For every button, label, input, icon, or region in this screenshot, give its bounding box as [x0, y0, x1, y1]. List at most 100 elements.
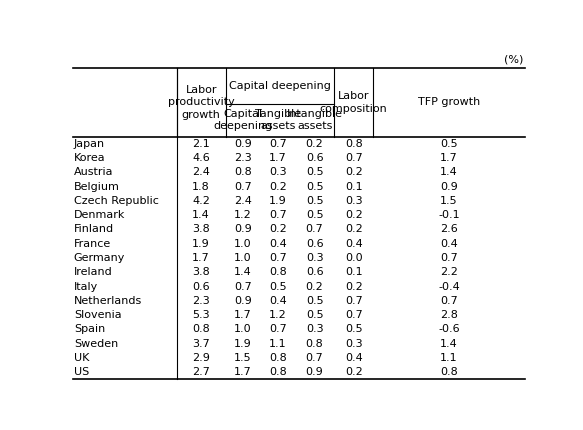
Text: 1.7: 1.7: [269, 153, 287, 163]
Text: 1.2: 1.2: [234, 210, 252, 220]
Text: 0.2: 0.2: [345, 224, 363, 234]
Text: 0.6: 0.6: [306, 267, 324, 277]
Text: Capital deepening: Capital deepening: [229, 81, 331, 91]
Text: 2.3: 2.3: [234, 153, 252, 163]
Text: 0.7: 0.7: [269, 139, 287, 149]
Text: 1.9: 1.9: [234, 339, 252, 349]
Text: Germany: Germany: [74, 253, 125, 263]
Text: Finland: Finland: [74, 224, 114, 234]
Text: 0.8: 0.8: [269, 353, 287, 363]
Text: Labor
composition: Labor composition: [320, 91, 388, 114]
Text: Labor
productivity
growth: Labor productivity growth: [168, 85, 234, 120]
Text: Denmark: Denmark: [74, 210, 125, 220]
Text: 0.3: 0.3: [345, 196, 363, 206]
Text: 0.5: 0.5: [306, 167, 324, 177]
Text: 0.2: 0.2: [269, 224, 287, 234]
Text: 1.4: 1.4: [234, 267, 252, 277]
Text: 0.7: 0.7: [305, 224, 324, 234]
Text: 0.8: 0.8: [269, 367, 287, 377]
Text: 2.3: 2.3: [192, 296, 210, 306]
Text: Intangible
assets: Intangible assets: [287, 109, 343, 132]
Text: 2.1: 2.1: [192, 139, 210, 149]
Text: Korea: Korea: [74, 153, 106, 163]
Text: 0.1: 0.1: [345, 181, 363, 192]
Text: 0.3: 0.3: [306, 324, 324, 335]
Text: -0.1: -0.1: [438, 210, 460, 220]
Text: Austria: Austria: [74, 167, 113, 177]
Text: TFP growth: TFP growth: [418, 97, 480, 108]
Text: 1.7: 1.7: [440, 153, 458, 163]
Text: Slovenia: Slovenia: [74, 310, 121, 320]
Text: 4.6: 4.6: [192, 153, 210, 163]
Text: 0.5: 0.5: [306, 181, 324, 192]
Text: 0.2: 0.2: [305, 282, 324, 292]
Text: 0.5: 0.5: [345, 324, 363, 335]
Text: 0.3: 0.3: [269, 167, 287, 177]
Text: 0.0: 0.0: [345, 253, 363, 263]
Text: 0.7: 0.7: [345, 310, 363, 320]
Text: 0.2: 0.2: [345, 367, 363, 377]
Text: 2.4: 2.4: [234, 196, 252, 206]
Text: Belgium: Belgium: [74, 181, 120, 192]
Text: 0.9: 0.9: [440, 181, 458, 192]
Text: 1.9: 1.9: [269, 196, 287, 206]
Text: 0.7: 0.7: [234, 282, 252, 292]
Text: 0.3: 0.3: [306, 253, 324, 263]
Text: 0.7: 0.7: [305, 353, 324, 363]
Text: Czech Republic: Czech Republic: [74, 196, 159, 206]
Text: 0.7: 0.7: [234, 181, 252, 192]
Text: 0.7: 0.7: [269, 324, 287, 335]
Text: 0.2: 0.2: [305, 139, 324, 149]
Text: 4.2: 4.2: [192, 196, 210, 206]
Text: 0.2: 0.2: [345, 167, 363, 177]
Text: 0.7: 0.7: [440, 296, 458, 306]
Text: 2.8: 2.8: [440, 310, 458, 320]
Text: 0.7: 0.7: [269, 210, 287, 220]
Text: 0.2: 0.2: [345, 210, 363, 220]
Text: 2.6: 2.6: [440, 224, 458, 234]
Text: 0.2: 0.2: [345, 282, 363, 292]
Text: 1.4: 1.4: [440, 167, 458, 177]
Text: 0.4: 0.4: [345, 353, 363, 363]
Text: Netherlands: Netherlands: [74, 296, 142, 306]
Text: 0.7: 0.7: [345, 153, 363, 163]
Text: 0.4: 0.4: [345, 239, 363, 249]
Text: 0.8: 0.8: [440, 367, 458, 377]
Text: 1.1: 1.1: [269, 339, 287, 349]
Text: Capital
deepening: Capital deepening: [213, 109, 273, 132]
Text: 1.0: 1.0: [234, 253, 252, 263]
Text: 1.7: 1.7: [192, 253, 210, 263]
Text: 0.4: 0.4: [269, 239, 287, 249]
Text: 0.9: 0.9: [234, 296, 252, 306]
Text: 1.5: 1.5: [234, 353, 252, 363]
Text: 0.9: 0.9: [234, 224, 252, 234]
Text: 0.8: 0.8: [234, 167, 252, 177]
Text: 1.9: 1.9: [192, 239, 210, 249]
Text: Ireland: Ireland: [74, 267, 113, 277]
Text: 0.7: 0.7: [269, 253, 287, 263]
Text: 1.0: 1.0: [234, 324, 252, 335]
Text: 0.8: 0.8: [269, 267, 287, 277]
Text: 0.5: 0.5: [306, 196, 324, 206]
Text: Spain: Spain: [74, 324, 105, 335]
Text: 2.2: 2.2: [440, 267, 458, 277]
Text: 0.8: 0.8: [305, 339, 324, 349]
Text: 0.8: 0.8: [345, 139, 363, 149]
Text: 0.7: 0.7: [345, 296, 363, 306]
Text: 3.7: 3.7: [192, 339, 210, 349]
Text: -0.6: -0.6: [438, 324, 460, 335]
Text: 1.0: 1.0: [234, 239, 252, 249]
Text: 0.6: 0.6: [306, 153, 324, 163]
Text: 1.2: 1.2: [269, 310, 287, 320]
Text: Tangible
assets: Tangible assets: [255, 109, 301, 132]
Text: 1.5: 1.5: [440, 196, 458, 206]
Text: 1.4: 1.4: [192, 210, 210, 220]
Text: 1.4: 1.4: [440, 339, 458, 349]
Text: UK: UK: [74, 353, 89, 363]
Text: 0.5: 0.5: [306, 310, 324, 320]
Text: Italy: Italy: [74, 282, 98, 292]
Text: 2.7: 2.7: [192, 367, 210, 377]
Text: 3.8: 3.8: [192, 267, 210, 277]
Text: 0.4: 0.4: [269, 296, 287, 306]
Text: France: France: [74, 239, 111, 249]
